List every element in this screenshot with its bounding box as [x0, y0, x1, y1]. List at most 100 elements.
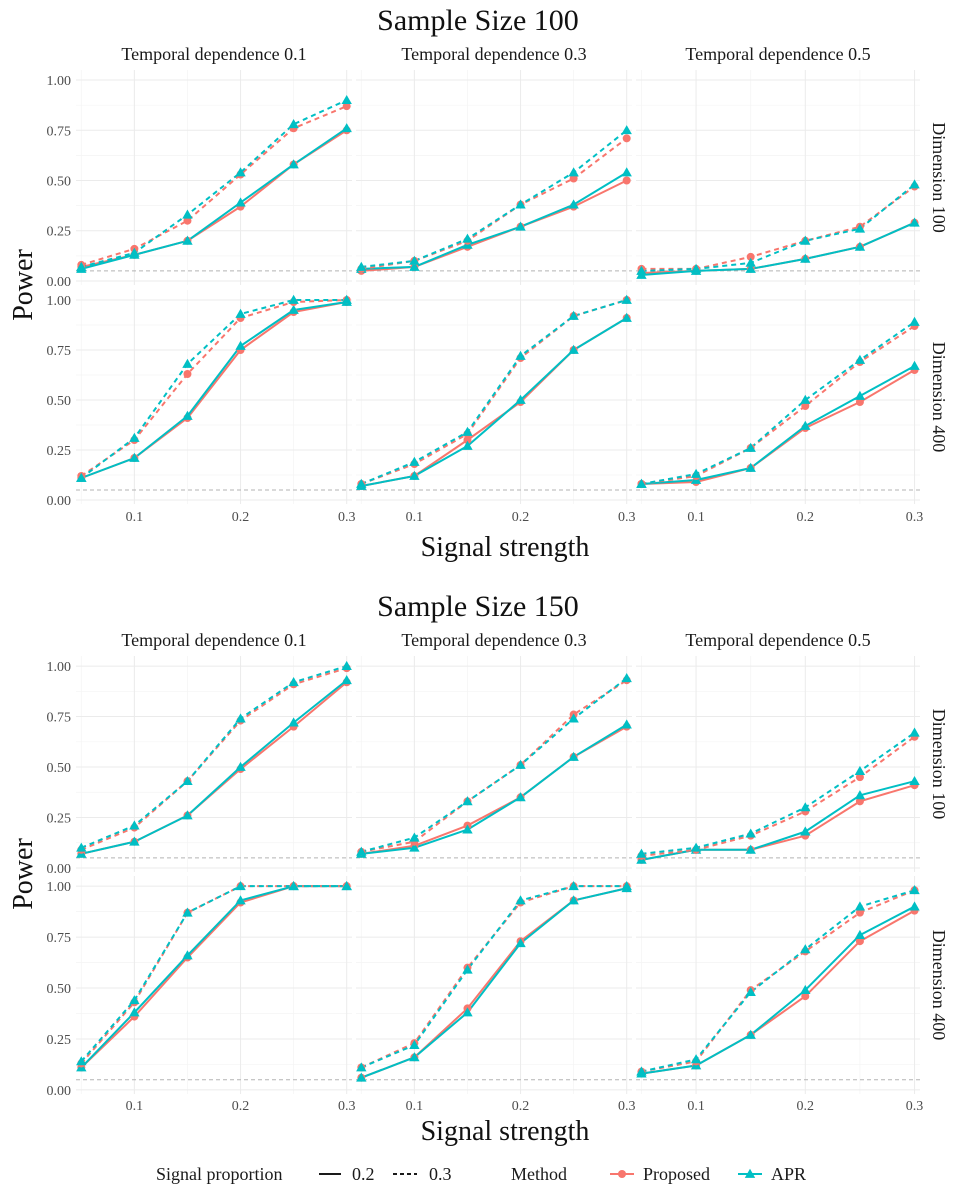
x-tick-label: 0.1: [406, 510, 424, 525]
series-line-proposed-0.3: [80, 667, 347, 851]
data-point-apr: [854, 223, 866, 233]
data-point-proposed: [183, 370, 192, 378]
data-point-apr: [800, 253, 811, 263]
data-point-apr: [621, 719, 632, 729]
data-point-apr: [356, 1072, 367, 1082]
data-point-apr: [621, 312, 632, 322]
data-point-apr: [621, 167, 632, 177]
data-point-apr: [409, 832, 420, 842]
data-point-apr: [621, 673, 632, 683]
data-point-apr: [341, 660, 352, 670]
y-tick-label: 0.50: [47, 394, 72, 409]
data-point-apr: [745, 844, 756, 854]
data-point-apr: [745, 986, 756, 997]
data-point-apr: [462, 426, 473, 436]
series-line-proposed-0.3: [641, 889, 915, 1073]
data-point-apr: [76, 1056, 87, 1066]
data-point-apr: [568, 880, 579, 891]
data-point-apr: [288, 880, 299, 891]
chart-title: Sample Size 100: [377, 4, 579, 37]
data-point-apr: [909, 360, 920, 370]
data-point-apr: [690, 263, 702, 273]
series-line-proposed-0.2: [641, 369, 916, 485]
data-point-apr: [462, 1007, 473, 1017]
series-line-proposed-0.2: [80, 885, 347, 1069]
data-point-apr: [462, 824, 473, 834]
data-point-apr: [235, 167, 246, 177]
data-point-apr: [568, 310, 579, 320]
data-point-apr: [235, 340, 246, 350]
data-point-apr: [409, 1052, 420, 1062]
y-tick-label: 0.75: [47, 931, 72, 946]
y-tick-label: 1.00: [47, 74, 72, 89]
data-point-proposed: [569, 174, 578, 183]
x-tick-label: 0.1: [687, 510, 705, 525]
data-point-apr: [409, 842, 420, 852]
data-point-apr: [515, 221, 526, 231]
y-axis-title: Power: [8, 838, 39, 910]
panel-0-1: 0.00 0.25 0.50 0.75 1.00 0.1 0.2 0.3: [47, 876, 355, 1114]
y-tick-label: 0.00: [47, 494, 72, 509]
data-point-apr: [356, 478, 367, 488]
series-line-apr-0.2: [81, 679, 348, 855]
data-point-apr: [909, 316, 920, 326]
facet-row-label: Dimension 100: [929, 709, 949, 820]
series-line-proposed-0.3: [81, 105, 348, 266]
data-point-apr: [235, 308, 246, 318]
data-point-apr: [854, 241, 866, 251]
data-point-apr: [568, 344, 579, 354]
data-point-apr: [235, 880, 246, 891]
x-tick-label: 0.2: [797, 510, 815, 525]
data-point-apr: [235, 713, 246, 723]
data-point-apr: [515, 199, 526, 209]
y-tick-label: 0.25: [47, 1033, 72, 1048]
data-point-apr: [129, 1007, 140, 1017]
x-tick-label: 0.3: [906, 510, 924, 525]
series-line-proposed-0.3: [361, 679, 628, 853]
data-point-apr: [182, 358, 193, 368]
data-point-apr: [909, 885, 920, 895]
data-point-apr: [800, 420, 811, 430]
y-tick-label: 0.50: [47, 982, 72, 997]
data-point-proposed: [622, 176, 631, 185]
x-tick-label: 0.1: [126, 510, 144, 525]
data-point-apr: [800, 235, 811, 245]
data-point-apr: [800, 984, 811, 994]
data-point-proposed: [801, 992, 810, 1001]
data-point-apr: [182, 950, 193, 960]
x-tick-label: 0.2: [232, 1099, 250, 1114]
y-tick-label: 0.25: [47, 444, 72, 459]
series-line-apr-0.3: [641, 889, 915, 1073]
series-line-apr-0.2: [80, 885, 347, 1069]
data-point-apr: [288, 159, 299, 169]
data-point-apr: [356, 261, 367, 271]
x-axis-title: Signal strength: [421, 532, 590, 563]
data-point-proposed: [622, 134, 631, 143]
data-point-apr: [288, 717, 299, 727]
legend-label-proportion: 0.2: [352, 1164, 375, 1184]
y-tick-label: 0.25: [47, 225, 72, 240]
series-line-proposed-0.2: [361, 725, 628, 855]
data-point-apr: [515, 792, 526, 802]
series-line-apr-0.3: [360, 299, 627, 485]
data-point-apr: [621, 294, 632, 304]
y-tick-label: 0.00: [47, 1084, 72, 1099]
facet-col-label: Temporal dependence 0.5: [685, 44, 870, 64]
data-point-proposed: [463, 436, 472, 444]
data-point-apr: [800, 394, 811, 404]
data-point-apr: [515, 759, 526, 769]
data-point-apr: [636, 265, 647, 275]
data-point-proposed: [855, 908, 864, 917]
chart-block-2: Sample Size 150 Temporal dependence 0.1 Te…: [8, 590, 949, 1147]
facet-row-label: Dimension 400: [929, 930, 949, 1041]
data-point-apr: [745, 462, 756, 472]
panel-1-1: 0.1 0.2 0.3: [356, 876, 635, 1114]
series-line-apr-0.2: [81, 127, 348, 270]
data-point-apr: [409, 255, 420, 265]
series-line-apr-0.2: [641, 780, 915, 861]
x-tick-label: 0.3: [906, 1099, 924, 1114]
data-point-apr: [341, 123, 352, 133]
y-tick-label: 0.00: [47, 275, 72, 290]
